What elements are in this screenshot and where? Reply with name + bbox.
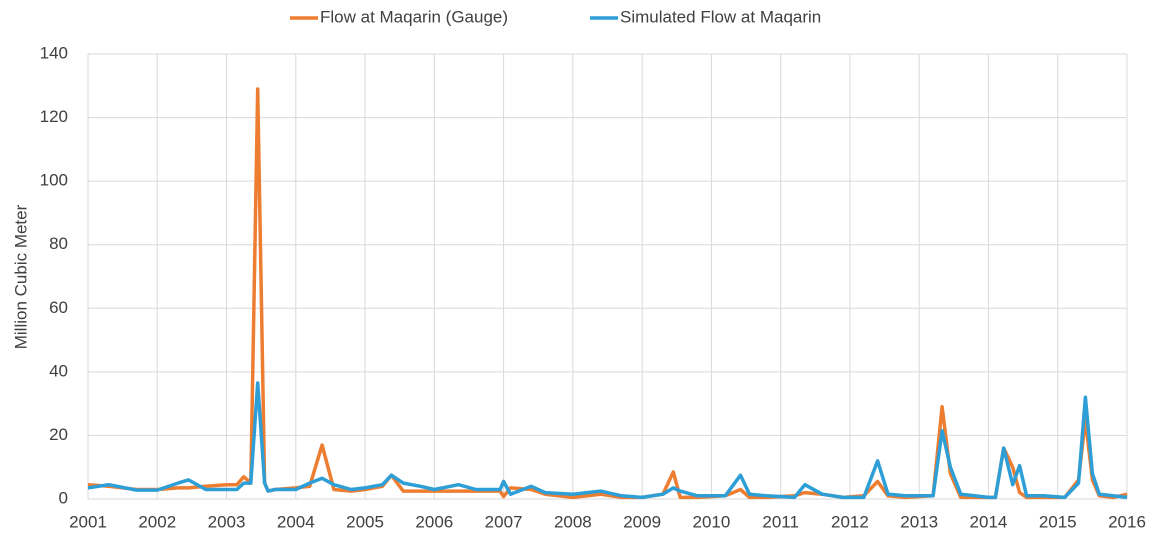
series-line bbox=[87, 87, 1128, 500]
x-tick-label: 2001 bbox=[69, 512, 107, 531]
y-tick-label: 40 bbox=[49, 361, 68, 380]
y-tick-label: 60 bbox=[49, 298, 68, 317]
y-tick-label: 0 bbox=[59, 488, 68, 507]
y-tick-label: 100 bbox=[40, 171, 68, 190]
x-tick-label: 2004 bbox=[277, 512, 315, 531]
x-tick-label: 2013 bbox=[900, 512, 938, 531]
x-tick-label: 2010 bbox=[692, 512, 730, 531]
x-tick-label: 2015 bbox=[1039, 512, 1077, 531]
y-axis-label: Million Cubic Meter bbox=[11, 204, 30, 349]
x-tick-label: 2009 bbox=[623, 512, 661, 531]
y-tick-label: 80 bbox=[49, 234, 68, 253]
x-tick-label: 2014 bbox=[970, 512, 1008, 531]
x-tick-label: 2012 bbox=[831, 512, 869, 531]
x-tick-label: 2006 bbox=[415, 512, 453, 531]
legend-label: Simulated Flow at Maqarin bbox=[620, 7, 821, 26]
x-tick-label: 2002 bbox=[138, 512, 176, 531]
legend-label: Flow at Maqarin (Gauge) bbox=[320, 7, 508, 26]
x-tick-label: 2005 bbox=[346, 512, 384, 531]
y-tick-label: 120 bbox=[40, 107, 68, 126]
x-tick-label: 2003 bbox=[208, 512, 246, 531]
y-tick-label: 20 bbox=[49, 425, 68, 444]
series-line bbox=[87, 381, 1128, 500]
x-tick-label: 2011 bbox=[762, 512, 799, 531]
x-tick-label: 2008 bbox=[554, 512, 592, 531]
x-tick-label: 2007 bbox=[485, 512, 523, 531]
x-tick-label: 2016 bbox=[1108, 512, 1146, 531]
y-tick-label: 140 bbox=[40, 43, 68, 62]
